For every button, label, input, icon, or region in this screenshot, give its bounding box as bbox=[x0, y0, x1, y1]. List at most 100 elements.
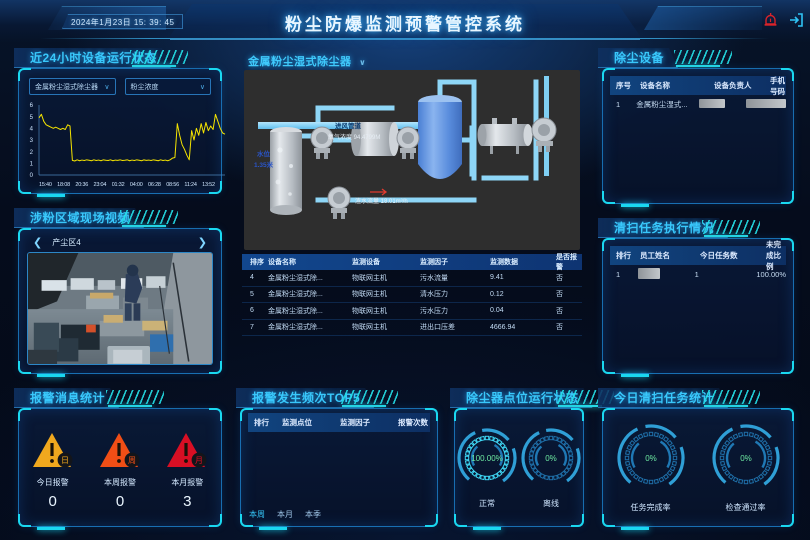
water-level-value: 1.35米 bbox=[254, 162, 274, 169]
footer-dash bbox=[621, 527, 649, 530]
app-header: 2024年1月23日 15: 39: 45 粉尘防爆监测预警管控系统 bbox=[0, 0, 810, 46]
table-header-row: 排行 监测点位 监测因子 报警次数 bbox=[248, 413, 430, 432]
panel-header: 今日清扫任务统计 bbox=[598, 388, 798, 408]
gauge-item: 0% 检查通过率 bbox=[711, 423, 781, 513]
table-row[interactable]: 7 金属粉尘湿式除... 物联网主机 进出口压差 4666.94 否 bbox=[242, 320, 582, 336]
hatch-bar bbox=[108, 405, 152, 407]
table-row[interactable]: 4 金属粉尘湿式除... 物联网主机 污水流量 9.41 否 bbox=[242, 270, 582, 287]
slag-flow-label: 渣水流量 18.01m³/h bbox=[355, 199, 408, 205]
gauge-item: 0% 离线 bbox=[520, 427, 582, 509]
logout-icon[interactable] bbox=[788, 12, 804, 28]
table-header-row: 序号 设备名称 设备负责人 手机号码 bbox=[610, 76, 786, 96]
hatch-decoration bbox=[702, 390, 760, 404]
video-channel-label: 产尘区4 bbox=[52, 238, 81, 247]
ring-gauge-icon: 0% bbox=[521, 427, 581, 482]
corner-tl-icon bbox=[18, 228, 31, 241]
panel-clean-task: 清扫任务执行情况 排行 员工姓名 今日任务数 未完成比例 1 1 100.00% bbox=[598, 218, 798, 380]
panel-devices: 除尘设备 序号 设备名称 设备负责人 手机号码 1 金属粉尘湿式... bbox=[598, 48, 798, 210]
corner-br-icon bbox=[209, 361, 222, 374]
table-header-cell: 员工姓名 bbox=[640, 251, 670, 260]
hatch-decoration bbox=[106, 390, 164, 404]
page-title: 粉尘防爆监测预警管控系统 bbox=[285, 15, 525, 34]
corner-tr-icon bbox=[781, 68, 794, 81]
x-tick-label: 06:28 bbox=[148, 182, 161, 188]
device-name: 金属粉尘湿式... bbox=[636, 99, 688, 109]
corner-bl-icon bbox=[602, 361, 615, 374]
panel-header: 涉粉区域现场视频 bbox=[14, 208, 226, 228]
table-header-cell: 排行 bbox=[254, 418, 269, 427]
x-tick-label: 08:56 bbox=[166, 182, 179, 188]
ring-gauge-icon: 0% bbox=[711, 423, 780, 486]
table-cell: 4 bbox=[250, 274, 254, 282]
table-header-cell: 未完成比例 bbox=[766, 240, 781, 271]
gauge-value: 100.00% bbox=[471, 454, 503, 463]
panel-header: 近24小时设备运行状态 bbox=[14, 48, 226, 68]
corner-tr-icon bbox=[571, 408, 584, 421]
corner-bl-icon bbox=[454, 514, 467, 527]
table-cell: 否 bbox=[556, 274, 563, 282]
table-row[interactable]: 6 金属粉尘湿式除... 物联网主机 污水压力 0.04 否 bbox=[242, 303, 582, 320]
hatch-bar bbox=[704, 405, 748, 407]
video-player[interactable] bbox=[27, 252, 213, 365]
alarm-stat-value: 0 bbox=[48, 493, 57, 510]
alarm-stat-list: 日 今日报警 0 周 本周报警 0 bbox=[19, 409, 221, 526]
footer-dash bbox=[37, 527, 65, 530]
corner-tr-icon bbox=[209, 408, 222, 421]
device-select[interactable]: 金属粉尘湿式除尘器 ∨ bbox=[29, 78, 116, 95]
table-header-row: 排序 设备名称 监测设备 监测因子 监测数据 是否报警 bbox=[242, 254, 582, 271]
period-tabs: 本周 本月 本季 bbox=[249, 509, 321, 520]
corner-tr-icon bbox=[209, 68, 222, 81]
table-header-cell: 监测因子 bbox=[420, 259, 448, 266]
x-tick-label: 01:32 bbox=[111, 182, 125, 188]
warning-triangle-icon: 月 bbox=[166, 431, 208, 471]
gauge-value: 0% bbox=[740, 454, 752, 463]
table-header-cell: 设备名称 bbox=[640, 81, 670, 90]
svg-text:4: 4 bbox=[30, 127, 34, 133]
datetime-display: 2024年1月23日 15: 39: 45 bbox=[62, 14, 184, 29]
alarm-bell-icon[interactable] bbox=[763, 12, 778, 28]
period-tab[interactable]: 本月 bbox=[277, 510, 293, 519]
table-cell: 污水压力 bbox=[420, 307, 448, 315]
alarm-stat-label: 本周报警 bbox=[103, 478, 136, 487]
chart-x-axis-labels: 15:40 18:08 20:36 23:04 01:32 04:00 06:28 08:56… bbox=[39, 182, 215, 188]
employee-name-redacted bbox=[638, 267, 694, 281]
table-cell: 6 bbox=[250, 307, 254, 315]
corner-tr-icon bbox=[425, 408, 438, 421]
table-row[interactable]: 1 金属粉尘湿式... bbox=[610, 95, 786, 113]
panel-body: 金属粉尘湿式除尘器 ∨ bbox=[236, 48, 588, 380]
footer-dash bbox=[37, 374, 65, 377]
video-frame-content bbox=[28, 253, 212, 364]
period-tab[interactable]: 本季 bbox=[305, 510, 321, 519]
chevron-right-icon[interactable]: ❯ bbox=[197, 237, 207, 249]
panel-title: 除尘设备 bbox=[598, 48, 678, 68]
hatch-decoration bbox=[674, 50, 732, 64]
panel-body: 序号 设备名称 设备负责人 手机号码 1 金属粉尘湿式... bbox=[602, 68, 794, 207]
table-body: 4 金属粉尘湿式除... 物联网主机 污水流量 9.41 否 5 金属粉尘湿式除... 物联网主… bbox=[242, 270, 582, 336]
process-title-text: 金属粉尘湿式除尘器 bbox=[248, 56, 352, 68]
alarm-stat-item: 周 本周报警 0 bbox=[90, 431, 150, 510]
footer-dash bbox=[621, 374, 649, 377]
svg-text:1: 1 bbox=[30, 162, 34, 168]
video-channel-bar: ❮ 产尘区4 ❯ bbox=[27, 235, 213, 250]
chevron-left-icon[interactable]: ❮ bbox=[33, 237, 43, 249]
panel-body: 排行 员工姓名 今日任务数 未完成比例 1 1 100.00% bbox=[602, 238, 794, 377]
table-header-cell: 排序 bbox=[250, 259, 264, 266]
chevron-down-icon[interactable]: ∨ bbox=[359, 58, 367, 67]
hatch-bar bbox=[122, 225, 166, 227]
period-tab[interactable]: 本周 bbox=[249, 510, 265, 519]
gauge-list: 100.00% 正常 0% 离线 bbox=[455, 409, 583, 526]
alarm-stat-item: 月 本月报警 3 bbox=[157, 431, 217, 510]
x-tick-label: 23:04 bbox=[93, 182, 107, 188]
corner-br-icon bbox=[209, 181, 222, 194]
x-tick-label: 18:08 bbox=[57, 182, 70, 188]
table-header-cell: 今日任务数 bbox=[700, 251, 738, 260]
panel-body: 0% 任务完成率 0% 检查通过率 bbox=[602, 408, 794, 530]
table-row[interactable]: 1 1 100.00% bbox=[610, 265, 786, 283]
table-cell: 0.04 bbox=[490, 307, 504, 315]
table-row[interactable]: 5 金属粉尘湿式除... 物联网主机 清水压力 0.12 否 bbox=[242, 287, 582, 303]
corner-br-icon bbox=[781, 361, 794, 374]
footer-dash bbox=[621, 204, 649, 207]
table-cell: 物联网主机 bbox=[352, 291, 387, 299]
factor-select[interactable]: 粉尘浓度 ∨ bbox=[124, 78, 211, 95]
